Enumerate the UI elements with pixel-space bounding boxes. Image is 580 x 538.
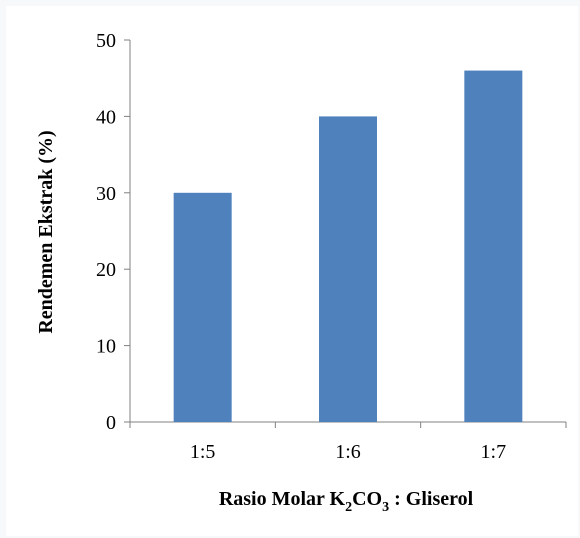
y-tick-labels: 0 10 20 30 40 50 (96, 30, 116, 434)
y-tick-label: 20 (96, 259, 116, 281)
x-axis-title-suffix: : Gliserol (389, 488, 474, 510)
y-tick-label: 40 (96, 106, 116, 128)
y-tick-label: 30 (96, 183, 116, 205)
x-tick-label: 1:6 (335, 441, 361, 463)
x-axis-title: Rasio Molar K2CO3 : Gliserol (219, 488, 474, 515)
y-axis-title: Rendemen Ekstrak (%) (35, 130, 57, 333)
y-tick-label: 10 (96, 336, 116, 358)
x-axis-title-sub2: 3 (382, 500, 389, 515)
bar-1-5 (173, 192, 232, 422)
x-axis-title-prefix: Rasio Molar K (219, 488, 346, 510)
x-axis-title-sub1: 2 (345, 500, 352, 515)
bars (173, 70, 523, 423)
x-tick-label: 1:5 (190, 441, 216, 463)
x-axis-title-mid: CO (352, 488, 382, 510)
y-tick-label: 0 (106, 412, 116, 434)
x-tick-labels: 1:5 1:6 1:7 (190, 441, 506, 463)
bar-1-6 (319, 116, 377, 423)
x-tick-label: 1:7 (481, 441, 507, 463)
y-tick-label: 50 (96, 30, 116, 52)
bar-1-7 (464, 70, 523, 422)
